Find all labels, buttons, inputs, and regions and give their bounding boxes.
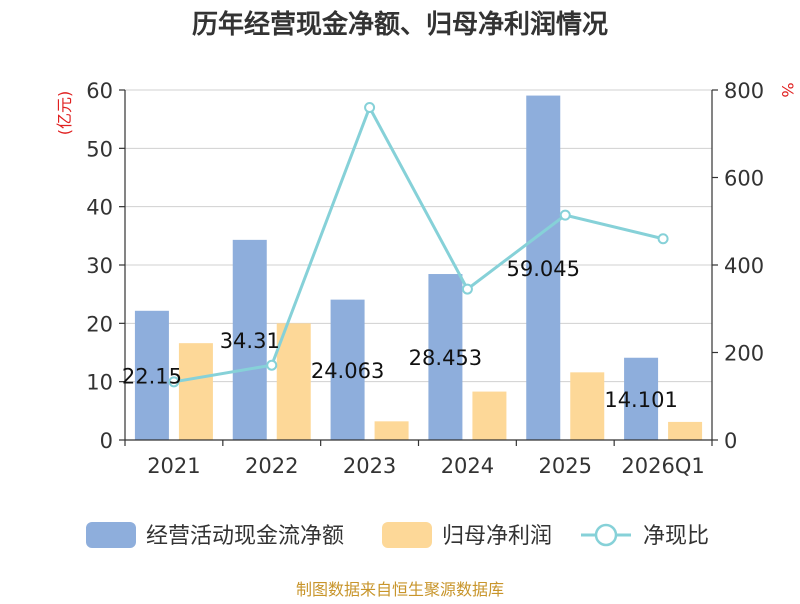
right-axis-label: % [778, 82, 797, 97]
bar-data-label: 59.045 [507, 257, 580, 281]
bar-netprofit [276, 323, 311, 440]
bar-netprofit [668, 421, 703, 440]
data-labels: 22.15 34.31 24.063 28.453 59.045 14.101 [122, 257, 678, 412]
bar-netprofit [178, 343, 213, 440]
bar-cashflow [624, 357, 659, 440]
left-tick-label: 40 [86, 196, 113, 220]
right-tick-label: 0 [724, 429, 737, 453]
line-point [559, 209, 571, 221]
line-point [461, 283, 473, 295]
line-netcash-ratio [173, 103, 664, 384]
bar-cashflow [526, 95, 561, 440]
bar-data-label: 28.453 [409, 346, 482, 370]
left-tick-label: 10 [86, 371, 113, 395]
right-tick-label: 600 [724, 167, 764, 191]
left-tick-label: 30 [86, 254, 113, 278]
right-tick-label: 400 [724, 254, 764, 278]
left-tick-label: 50 [86, 137, 113, 161]
x-tick-label: 2023 [343, 454, 396, 478]
bar-cashflow [134, 310, 169, 440]
bar-marks [134, 95, 703, 440]
right-tick-label: 800 [724, 79, 764, 103]
bar-cashflow [428, 274, 463, 440]
bar-data-label: 34.31 [220, 329, 280, 353]
line-point [168, 376, 180, 388]
bar-data-label: 14.101 [604, 388, 677, 412]
grid-lines [125, 89, 712, 383]
line-point [266, 359, 278, 371]
legend-label: 净现比 [643, 524, 709, 549]
bar-cashflow [232, 239, 267, 440]
line-series [168, 102, 669, 388]
left-tick-label: 20 [86, 312, 113, 336]
right-tick-label: 200 [724, 342, 764, 366]
legend-swatch [382, 522, 432, 548]
legend-label: 经营活动现金流净额 [146, 524, 344, 549]
x-tick-label: 2021 [147, 454, 200, 478]
bar-cashflow [330, 299, 365, 440]
line-point [657, 233, 669, 245]
legend-label: 归母净利润 [442, 524, 552, 549]
bar-netprofit [570, 372, 605, 440]
left-tick-label: 60 [86, 79, 113, 103]
bar-data-label: 22.15 [122, 364, 182, 388]
legend: 经营活动现金流净额 归母净利润 净现比 [86, 522, 709, 549]
legend-marker [594, 523, 618, 547]
chart-title: 历年经营现金净额、归母净利润情况 [192, 9, 608, 40]
source-note: 制图数据来自恒生聚源数据库 [296, 580, 504, 599]
x-tick-label: 2024 [441, 454, 494, 478]
line-point [364, 102, 376, 113]
left-tick-label: 0 [100, 429, 113, 453]
bar-data-label: 24.063 [311, 359, 384, 383]
legend-swatch [86, 522, 136, 548]
x-tick-label: 2026Q1 [621, 454, 704, 478]
left-axis-label: (亿元) [55, 91, 74, 136]
x-tick-label: 2025 [539, 454, 592, 478]
bar-netprofit [374, 421, 409, 440]
x-tick-label: 2022 [245, 454, 298, 478]
bar-netprofit [472, 391, 507, 440]
